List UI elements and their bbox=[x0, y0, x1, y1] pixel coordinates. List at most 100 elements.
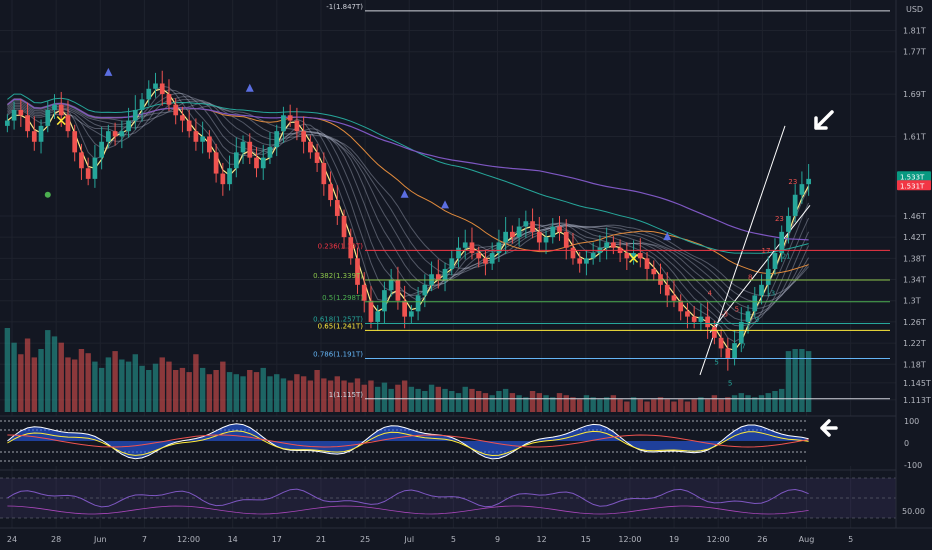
volume-bar bbox=[563, 395, 569, 412]
volume-bar bbox=[348, 382, 354, 412]
candle-body bbox=[765, 268, 771, 285]
volume-bar bbox=[785, 351, 792, 412]
volume-bar bbox=[698, 397, 704, 412]
volume-bar bbox=[274, 374, 280, 412]
candle-body bbox=[759, 284, 764, 296]
candle-body bbox=[139, 99, 145, 110]
candle-body bbox=[550, 226, 556, 238]
volume-bar bbox=[152, 363, 159, 412]
volume-bar bbox=[78, 349, 85, 412]
volume-bar bbox=[449, 391, 455, 412]
volume-bar bbox=[408, 386, 415, 412]
ribbon-line bbox=[7, 99, 810, 316]
candle-body bbox=[193, 131, 199, 142]
price-tick-label: 1.113T bbox=[903, 396, 931, 405]
candle-body bbox=[435, 274, 441, 280]
candle-body bbox=[718, 337, 724, 349]
oscillator-slow-line bbox=[7, 434, 809, 448]
candle-body bbox=[543, 237, 549, 243]
volume-bar bbox=[186, 372, 192, 412]
candle-body bbox=[207, 136, 212, 153]
candle-body bbox=[449, 258, 455, 269]
candle-body bbox=[489, 253, 495, 264]
volume-bar bbox=[354, 378, 361, 412]
volume-bar bbox=[247, 370, 253, 412]
candle-body bbox=[5, 120, 10, 126]
candle-body bbox=[584, 258, 589, 264]
candle-body bbox=[779, 231, 785, 254]
time-tick-label: 15 bbox=[581, 535, 591, 544]
volume-bar bbox=[684, 401, 691, 412]
candle-body bbox=[52, 104, 57, 110]
candle-body bbox=[294, 120, 300, 132]
oscillator-2-line bbox=[7, 505, 809, 515]
volume-bar bbox=[105, 357, 112, 412]
fib-level-label: -1(1.847T) bbox=[326, 3, 363, 11]
oscillator-1-tick-label: 100 bbox=[904, 417, 919, 426]
price-tick-label: 1.46T bbox=[903, 212, 926, 221]
candle-body bbox=[112, 131, 118, 137]
fib-level-label: 0.5(1.298T) bbox=[322, 294, 363, 302]
ribbon-line bbox=[7, 99, 809, 303]
volume-bar bbox=[51, 336, 58, 412]
candle-body bbox=[382, 290, 387, 312]
volume-bar bbox=[341, 380, 347, 412]
candle-body bbox=[483, 258, 488, 264]
wave-count-label: 8 bbox=[748, 274, 752, 282]
volume-bar bbox=[368, 380, 374, 412]
volume-bar bbox=[772, 391, 778, 412]
candle-body bbox=[469, 242, 475, 254]
candle-body bbox=[732, 343, 737, 360]
time-tick-label: 21 bbox=[316, 535, 326, 544]
price-tick-label: 1.145T bbox=[903, 379, 931, 388]
time-tick-label: 7 bbox=[142, 535, 147, 544]
time-tick-label: 24 bbox=[7, 535, 17, 544]
volume-bar bbox=[321, 378, 327, 412]
candle-body bbox=[476, 253, 482, 259]
candle-body bbox=[786, 215, 791, 232]
candle-body bbox=[65, 115, 71, 132]
price-axis[interactable]: 1.81T 1.77T 1.69T 1.61T 1.46T 1.42T 1.38T 1.34T… bbox=[895, 0, 931, 528]
volume-bar bbox=[300, 376, 307, 412]
candle-body bbox=[705, 316, 710, 328]
volume-bar bbox=[31, 357, 37, 412]
volume-bar bbox=[792, 349, 798, 412]
candle-body bbox=[402, 300, 407, 317]
candle-body bbox=[301, 131, 306, 142]
ribbon-line bbox=[7, 93, 810, 327]
volume-bar bbox=[644, 401, 650, 412]
volume-bar bbox=[92, 361, 98, 412]
volume-bar bbox=[18, 354, 24, 412]
candle-body bbox=[159, 83, 165, 95]
time-tick-label: 25 bbox=[360, 535, 370, 544]
volume-bar bbox=[556, 393, 563, 412]
candle-body bbox=[99, 141, 104, 158]
fib-level-label: 0.65(1.241T) bbox=[318, 322, 364, 330]
candle-body bbox=[153, 83, 158, 89]
candle-body bbox=[604, 242, 609, 248]
candle-body bbox=[388, 279, 394, 291]
candle-body bbox=[267, 147, 273, 158]
volume-bar bbox=[401, 380, 408, 412]
candle-body bbox=[368, 300, 374, 322]
time-axis[interactable]: 24 28 Jun 7 12:00 14 17 21 25 Jul 5 9 12 15 12:00 19 12:… bbox=[0, 527, 932, 544]
volume-bar bbox=[469, 388, 475, 412]
candle-body bbox=[590, 253, 596, 259]
candle-body bbox=[328, 184, 333, 201]
candle-body bbox=[611, 242, 616, 248]
oscillator-2-line bbox=[7, 488, 809, 508]
oscillator-area bbox=[7, 423, 809, 459]
volume-bar bbox=[482, 393, 489, 412]
candle-body bbox=[792, 194, 798, 216]
fib-level-label: 0.618(1.257T) bbox=[313, 316, 363, 324]
candle-body bbox=[79, 152, 84, 169]
candle-body bbox=[18, 109, 24, 116]
volume-bar bbox=[24, 338, 31, 412]
volume-bar bbox=[45, 330, 51, 412]
volume-bar bbox=[583, 395, 590, 412]
candle-body bbox=[422, 284, 428, 296]
volume-bar bbox=[11, 342, 17, 412]
candle-body bbox=[409, 311, 414, 317]
volume-bar bbox=[361, 384, 367, 412]
